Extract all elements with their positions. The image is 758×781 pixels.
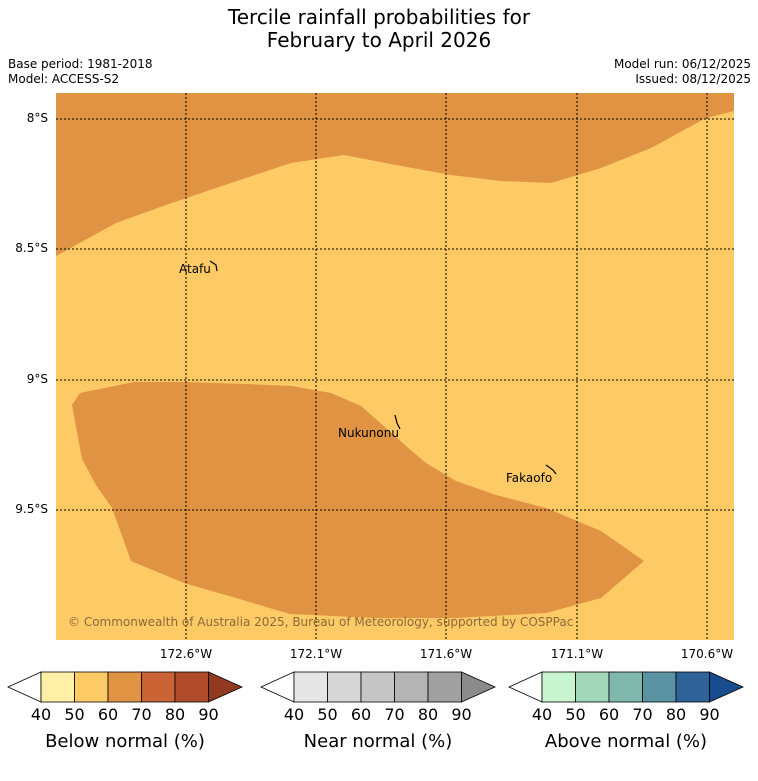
lat-label-8s: 8°S — [26, 111, 48, 125]
lat-label-9s: 9°S — [26, 372, 48, 386]
title-line-1: Tercile rainfall probabilities for — [227, 5, 531, 29]
colorbar-near-segment-3 — [360, 671, 395, 703]
below-60-70-region-south — [72, 382, 644, 618]
cb-above-tick-70: 70 — [632, 705, 653, 724]
issued-date: Issued: 08/12/2025 — [635, 72, 751, 86]
gridlines — [56, 93, 734, 640]
colorbar-above-segment-5 — [675, 671, 710, 703]
colorbar-below-segment-2 — [74, 671, 109, 703]
cb-above-tick-60: 60 — [598, 705, 620, 724]
colorbar-near-segment-0 — [260, 671, 295, 703]
colorbar-below-segment-3 — [107, 671, 142, 703]
model-name: Model: ACCESS-S2 — [8, 72, 120, 86]
colorbar-near-segment-6 — [461, 671, 496, 703]
colorbar-near-segment-4 — [394, 671, 429, 703]
lon-label-172-1w: 172.1°W — [289, 647, 343, 661]
colorbar-below-segment-5 — [174, 671, 209, 703]
cb-near-tick-50: 50 — [317, 705, 338, 724]
map-title: Tercile rainfall probabilities for Febru… — [0, 6, 758, 52]
cb-above-tick-40: 40 — [531, 705, 553, 724]
colorbar-above-segment-0 — [508, 671, 543, 703]
fakaofo-atoll-outline — [545, 464, 557, 475]
title-line-2: February to April 2026 — [266, 28, 492, 52]
lon-label-171-1w: 171.1°W — [550, 647, 604, 661]
colorbar-above-segment-4 — [642, 671, 677, 703]
colorbar-above-normal — [508, 671, 744, 703]
meta-right: Model run: 06/12/2025 Issued: 08/12/2025 — [614, 57, 751, 87]
place-label-fakaofo: Fakaofo — [506, 471, 552, 485]
cb-below-tick-80: 80 — [164, 705, 186, 724]
cb-below-tick-60: 60 — [97, 705, 119, 724]
cb-above-tick-50: 50 — [565, 705, 586, 724]
model-run: Model run: 06/12/2025 — [613, 57, 751, 71]
cb-near-tick-90: 90 — [451, 705, 472, 724]
colorbar-above-segment-3 — [608, 671, 643, 703]
lon-label-170-6w: 170.6°W — [680, 647, 734, 661]
colorbar-above-segment-1 — [541, 671, 576, 703]
colorbar-below-segment-1 — [40, 671, 75, 703]
colorbar-below-segment-6 — [208, 671, 243, 703]
lon-label-172-6w: 172.6°W — [159, 647, 213, 661]
colorbar-near-normal — [260, 671, 496, 703]
probability-map: Atafu Nukunonu Fakaofo © Commonwealth of… — [56, 93, 734, 640]
copyright-text: © Commonwealth of Australia 2025, Bureau… — [68, 615, 573, 629]
colorbar-near-segment-2 — [327, 671, 362, 703]
meta-left: Base period: 1981-2018 Model: ACCESS-S2 — [8, 57, 153, 87]
cb-near-tick-80: 80 — [417, 705, 439, 724]
colorbar-below-normal — [7, 671, 243, 703]
base-period: Base period: 1981-2018 — [8, 57, 153, 71]
cb-below-tick-40: 40 — [30, 705, 52, 724]
cb-above-tick-90: 90 — [699, 705, 720, 724]
cb-below-tick-70: 70 — [131, 705, 152, 724]
nukunonu-atoll-outline — [394, 414, 401, 430]
colorbars — [7, 671, 744, 703]
cb-above-title: Above normal (%) — [544, 731, 708, 752]
cb-below-tick-50: 50 — [64, 705, 85, 724]
colorbar-near-segment-1 — [293, 671, 328, 703]
colorbar-below-segment-4 — [141, 671, 176, 703]
atafu-atoll-outline — [209, 260, 218, 272]
cb-below-tick-90: 90 — [198, 705, 219, 724]
colorbar-below-segment-0 — [7, 671, 42, 703]
cb-near-title: Near normal (%) — [303, 731, 453, 752]
cb-near-tick-70: 70 — [384, 705, 405, 724]
lat-label-9-5s: 9.5°S — [15, 502, 48, 516]
lat-label-8-5s: 8.5°S — [15, 241, 48, 255]
colorbar-above-segment-2 — [575, 671, 610, 703]
colorbar-above-segment-6 — [709, 671, 744, 703]
lon-label-171-6w: 171.6°W — [419, 647, 473, 661]
place-label-atafu: Atafu — [179, 262, 211, 276]
cb-near-tick-40: 40 — [283, 705, 305, 724]
place-label-nukunonu: Nukunonu — [338, 426, 399, 440]
cb-below-title: Below normal (%) — [45, 731, 205, 752]
cb-near-tick-60: 60 — [350, 705, 372, 724]
below-60-70-region-north — [56, 93, 734, 256]
colorbar-near-segment-5 — [427, 671, 462, 703]
cb-above-tick-80: 80 — [665, 705, 687, 724]
